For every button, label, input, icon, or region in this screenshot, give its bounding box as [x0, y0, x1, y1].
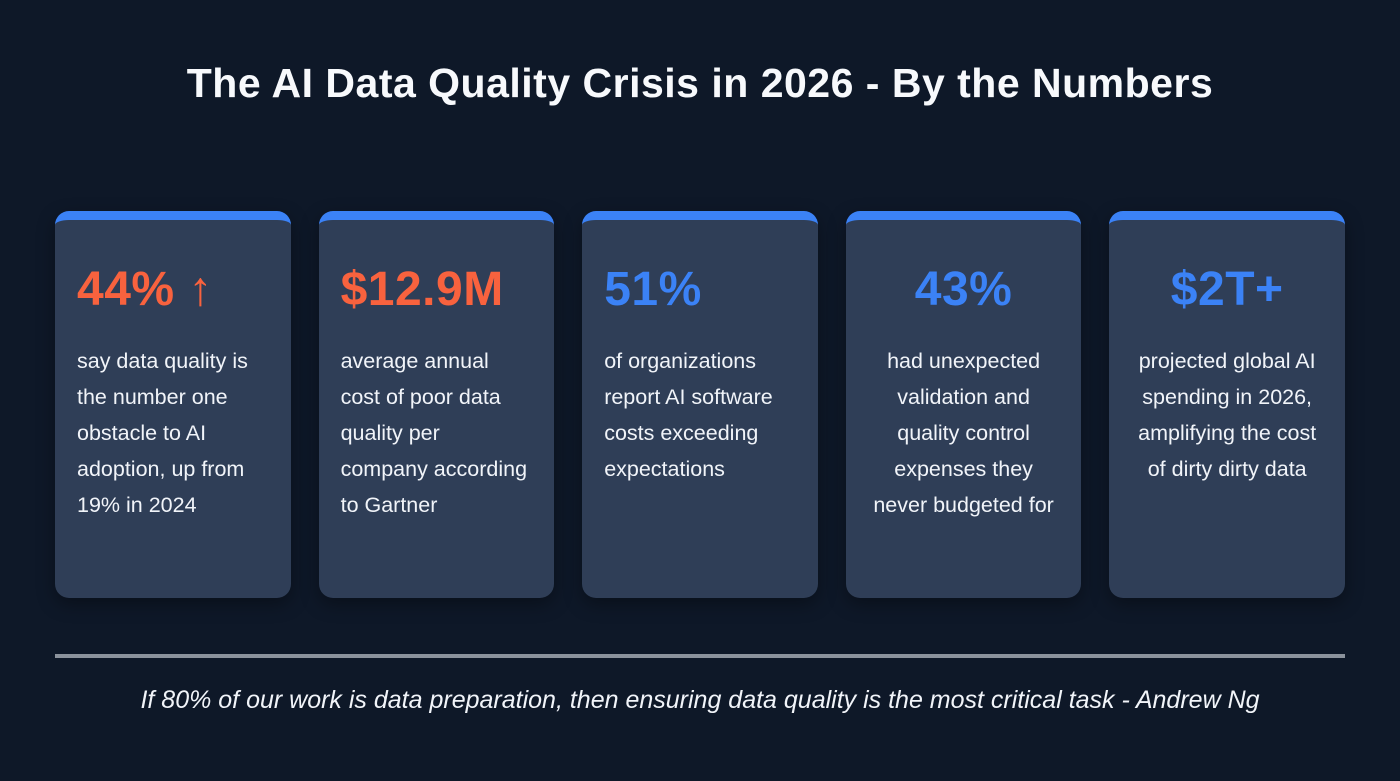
stat-value: $12.9M	[340, 263, 504, 316]
stat-card-global-ai-spending: $2T+ projected global AI spending in 202…	[1109, 211, 1345, 598]
divider-line	[55, 654, 1345, 658]
stat-card-ai-adoption-obstacle: 44% ↑ say data quality is the number one…	[55, 211, 291, 598]
stat-value: 44% ↑	[77, 263, 213, 316]
stat-card-unbudgeted-expenses: 43% had unexpected validation and qualit…	[845, 211, 1082, 598]
stat-value: 51%	[604, 263, 702, 316]
stat-value: 43%	[914, 263, 1013, 316]
stat-cards-row: 44% ↑ say data quality is the number one…	[55, 211, 1345, 598]
stat-description: projected global AI spending in 2026, am…	[1138, 349, 1317, 481]
stat-value: $2T+	[1170, 263, 1284, 316]
stat-card-cost-of-poor-data: $12.9M average annual cost of poor data …	[318, 211, 555, 598]
stat-card-software-costs: 51% of organizations report AI software …	[582, 211, 818, 598]
stat-description: say data quality is the number one obsta…	[77, 349, 248, 517]
footer-quote: If 80% of our work is data preparation, …	[140, 686, 1260, 714]
stat-description: average annual cost of poor data quality…	[340, 349, 528, 517]
stat-description: of organizations report AI software cost…	[604, 349, 773, 481]
stat-description: had unexpected validation and quality co…	[873, 349, 1054, 517]
page-title: The AI Data Quality Crisis in 2026 - By …	[186, 60, 1214, 106]
